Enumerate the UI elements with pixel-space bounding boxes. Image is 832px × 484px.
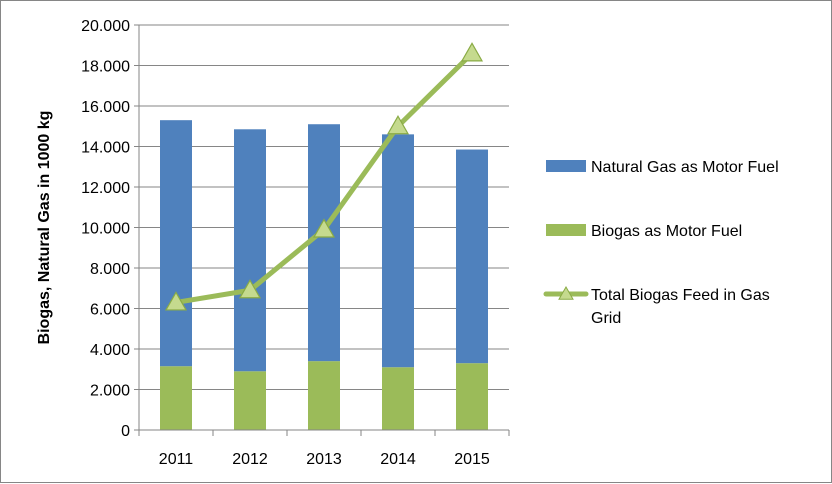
legend-label: Total Biogas Feed in Gas bbox=[591, 287, 770, 304]
line-point-marker bbox=[386, 115, 410, 135]
y-tick-label: 20.000 bbox=[81, 18, 130, 35]
y-tick-label: 16.000 bbox=[81, 99, 130, 116]
legend-swatch bbox=[546, 224, 586, 236]
bar-natural-gas-as-motor-fuel bbox=[234, 129, 266, 372]
bar-biogas-as-motor-fuel bbox=[234, 371, 266, 430]
bar-biogas-as-motor-fuel bbox=[160, 366, 192, 430]
bar-natural-gas-as-motor-fuel bbox=[308, 124, 340, 362]
y-tick-label: 14.000 bbox=[81, 140, 130, 157]
y-tick-label: 12.000 bbox=[81, 180, 130, 197]
bar-biogas-as-motor-fuel bbox=[456, 363, 488, 430]
x-tick-labels: 2011 2012 2013 2014 2015 bbox=[159, 451, 490, 468]
legend-label: Grid bbox=[591, 310, 621, 327]
line-point-marker bbox=[460, 42, 484, 62]
bar-natural-gas-as-motor-fuel bbox=[160, 120, 192, 367]
y-axis-label: Biogas, Natural Gas in 1000 kg bbox=[36, 111, 53, 345]
y-tick-label: 8.000 bbox=[90, 261, 130, 278]
line-point-marker bbox=[164, 291, 188, 311]
x-tick-label: 2011 bbox=[159, 451, 194, 468]
axes bbox=[134, 24, 510, 436]
legend-item: Natural Gas as Motor Fuel bbox=[546, 159, 779, 176]
line-series bbox=[164, 42, 484, 311]
x-tick-label: 2013 bbox=[306, 451, 342, 468]
legend-item: Total Biogas Feed in Gas Grid bbox=[543, 285, 770, 327]
legend-swatch-marker bbox=[558, 285, 574, 300]
legend-item: Biogas as Motor Fuel bbox=[546, 223, 742, 240]
x-tick-label: 2012 bbox=[232, 451, 268, 468]
legend-label: Natural Gas as Motor Fuel bbox=[591, 159, 779, 176]
legend: Natural Gas as Motor Fuel Biogas as Motor… bbox=[543, 159, 779, 327]
line-point-marker bbox=[312, 218, 336, 238]
bar-natural-gas-as-motor-fuel bbox=[382, 134, 414, 368]
y-tick-label: 0 bbox=[121, 423, 130, 440]
bar-natural-gas-as-motor-fuel bbox=[456, 149, 488, 364]
y-tick-labels: 0 2.000 4.000 6.000 8.000 10.000 12.000 14.000 1… bbox=[81, 18, 130, 440]
y-tick-label: 2.000 bbox=[90, 383, 130, 400]
legend-swatch bbox=[546, 160, 586, 172]
line-point-marker bbox=[238, 279, 262, 299]
bars bbox=[160, 120, 488, 430]
y-tick-label: 6.000 bbox=[90, 302, 130, 319]
bar-biogas-as-motor-fuel bbox=[382, 367, 414, 430]
x-tick-label: 2015 bbox=[454, 451, 490, 468]
bar-biogas-as-motor-fuel bbox=[308, 361, 340, 430]
y-tick-label: 4.000 bbox=[90, 342, 130, 359]
x-tick-label: 2014 bbox=[380, 451, 416, 468]
y-tick-label: 18.000 bbox=[81, 59, 130, 76]
legend-label: Biogas as Motor Fuel bbox=[591, 223, 742, 240]
y-tick-label: 10.000 bbox=[81, 221, 130, 238]
